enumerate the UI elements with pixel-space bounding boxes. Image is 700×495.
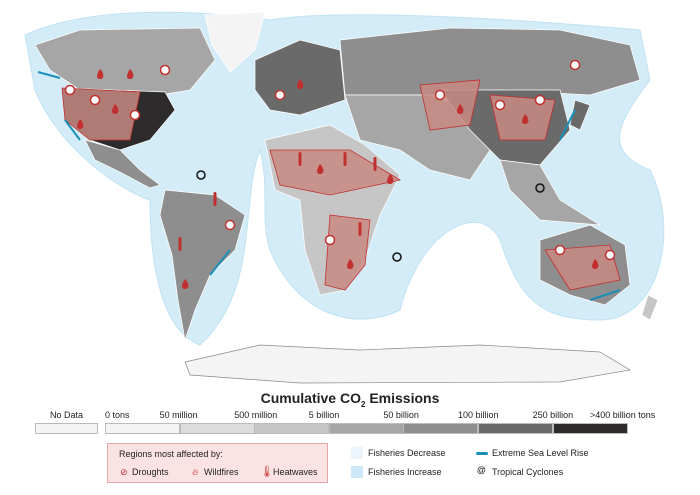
wildfire-icon — [77, 119, 84, 129]
sea-level-rise — [37, 71, 621, 301]
scale-label: 500 million — [234, 410, 278, 420]
region-alaska-canada — [34, 27, 216, 96]
sea-level-label: Extreme Sea Level Rise — [492, 448, 589, 458]
wildfire-icon — [127, 69, 134, 79]
wildfires-label: Wildfires — [204, 467, 239, 477]
heatwave-icon — [213, 192, 217, 206]
wildfire-icon — [182, 279, 189, 289]
drought-icon — [494, 99, 506, 111]
heatwave-icon — [178, 237, 182, 251]
cyclone-icon: @ — [477, 465, 486, 475]
cyclone-icons — [196, 170, 545, 262]
scale-swatch — [552, 423, 628, 434]
heatwave-icon — [343, 152, 347, 166]
drought-icon — [89, 94, 101, 106]
drought-icon — [324, 234, 336, 246]
fisheries-decrease-swatch — [351, 447, 363, 459]
wildfire-icon — [387, 174, 394, 184]
scale-swatch — [179, 423, 255, 434]
drought-icon — [224, 219, 236, 231]
droughts-label: Droughts — [132, 467, 169, 477]
drought-icon — [159, 64, 171, 76]
wildfire-icon — [592, 259, 599, 269]
drought-icon: ⊘ — [120, 467, 128, 477]
region-mexico — [84, 139, 161, 189]
wildfire-icon — [317, 164, 324, 174]
fisheries-increase-swatch — [351, 466, 363, 478]
wildfire-icon — [97, 69, 104, 79]
drought-icon — [129, 109, 141, 121]
impact-legend: Regions most affected by: ⊘ Droughts 🔥︎ … — [107, 443, 328, 483]
sea-level-icon — [476, 452, 488, 455]
scale-end-label: >400 billion tons — [590, 410, 656, 420]
scale-label: 250 billion — [532, 410, 574, 420]
wildfire-icon — [347, 259, 354, 269]
region-south-america — [159, 189, 246, 341]
cyclones-label: Tropical Cyclones — [492, 467, 564, 477]
fisheries-decrease-label: Fisheries Decrease — [368, 448, 446, 458]
drought-icon — [64, 84, 76, 96]
heatwave-icon — [298, 152, 302, 166]
wildfire-icon — [297, 79, 304, 89]
drought-icon — [274, 89, 286, 101]
drought-icon — [604, 249, 616, 261]
region-new-zealand — [641, 294, 659, 321]
fisheries-increase-label: Fisheries Increase — [368, 467, 442, 477]
wildfire-icon — [522, 114, 529, 124]
region-southeast-asia — [499, 159, 601, 226]
scale-label: 5 billion — [308, 410, 340, 420]
drought-icon — [569, 59, 581, 71]
impact-legend-title: Regions most affected by: — [119, 449, 223, 459]
heatwave-icon — [358, 222, 362, 236]
impact-icons — [64, 59, 616, 289]
no-data-label: No Data — [50, 410, 84, 420]
scale-label: 100 billion — [458, 410, 499, 420]
region-russia — [339, 27, 641, 96]
wildfire-icon — [112, 104, 119, 114]
heatwaves-label: Heatwaves — [273, 467, 318, 477]
thermometer-icon: 🌡︎ — [260, 466, 274, 478]
drought-icon — [434, 89, 446, 101]
wildfire-icon: 🔥︎ — [192, 467, 199, 477]
drought-icon — [554, 244, 566, 256]
region-antarctica — [184, 344, 631, 384]
legend-title: Cumulative CO2 Emissions — [260, 390, 440, 409]
scale-swatch — [105, 423, 180, 434]
region-greenland — [204, 11, 266, 73]
scale-swatch — [478, 423, 553, 434]
scale-label: 50 billion — [383, 410, 419, 420]
scale-label: 50 million — [159, 410, 198, 420]
scale-swatch — [328, 423, 404, 434]
scale-swatch — [254, 423, 330, 434]
wildfire-icon — [457, 104, 464, 114]
heatwave-icon — [373, 157, 377, 171]
drought-icon — [534, 94, 546, 106]
scale-swatch — [403, 423, 479, 434]
scale-label: 0 tons — [105, 410, 130, 420]
no-data-swatch — [35, 423, 98, 434]
world-map — [24, 11, 665, 384]
